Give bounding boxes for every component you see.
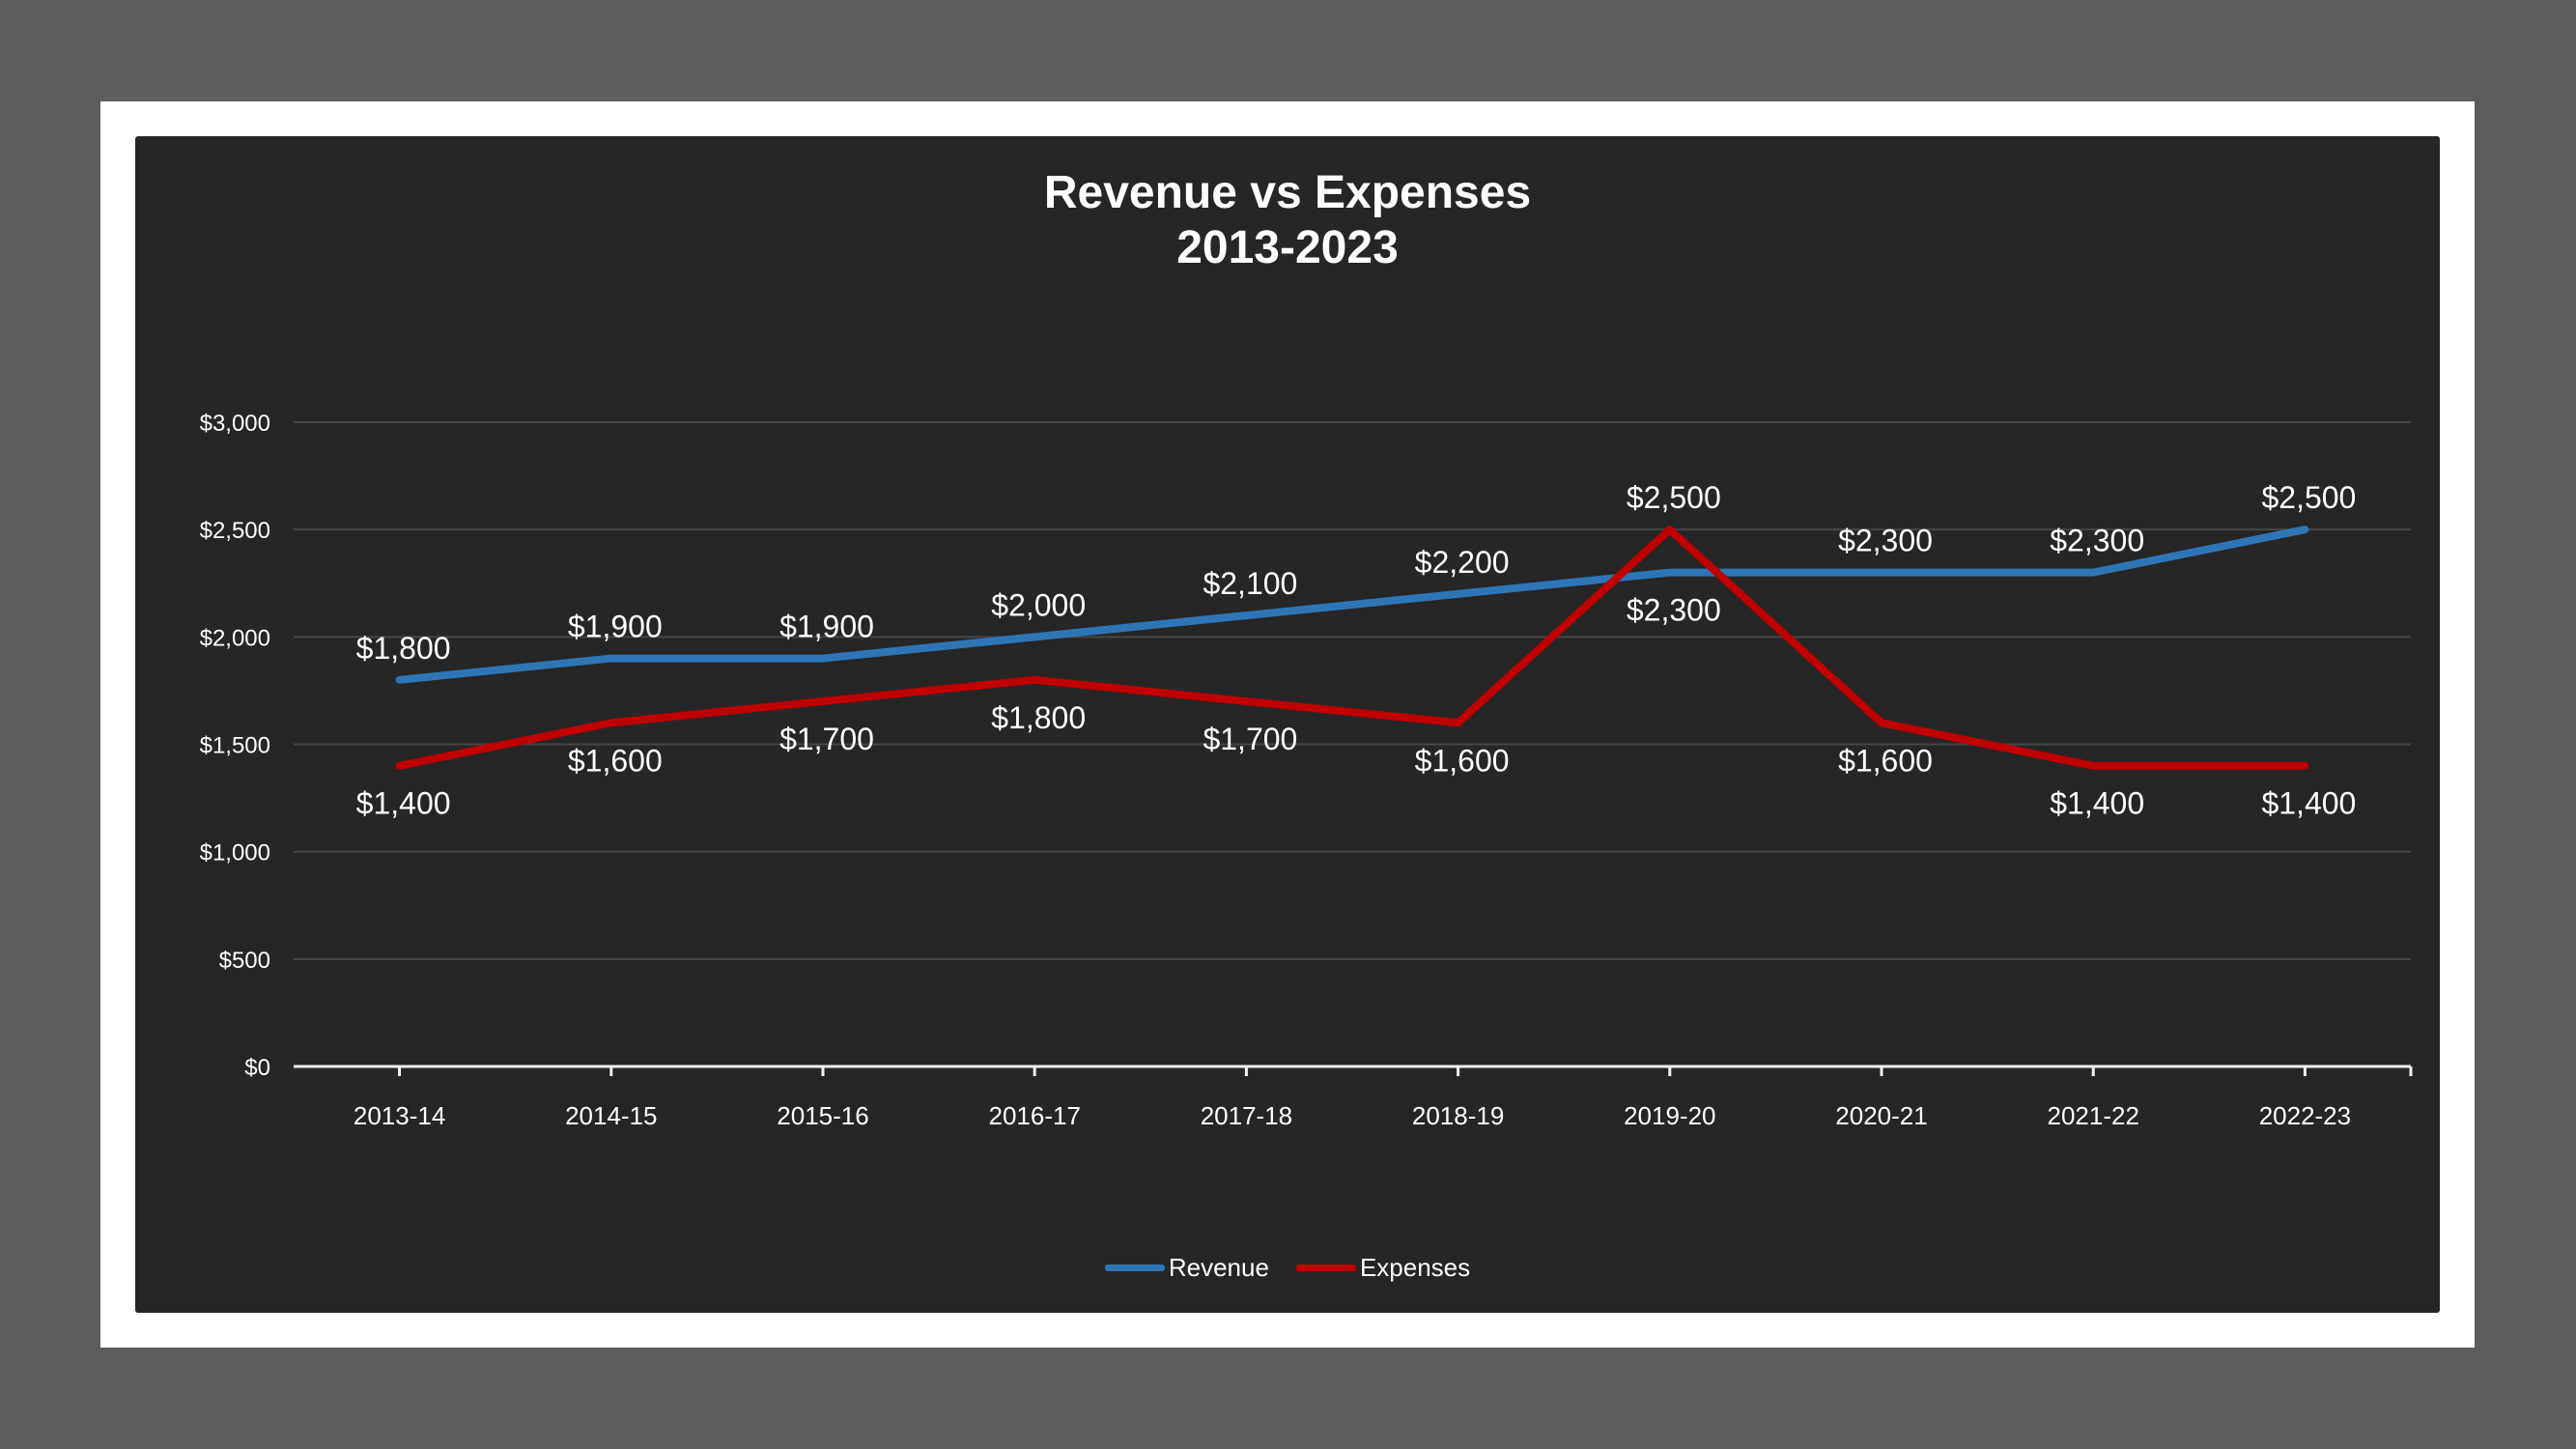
data-label-expenses: $1,700 bbox=[1203, 722, 1297, 756]
data-label-expenses: $1,400 bbox=[2261, 786, 2356, 821]
data-label-revenue: $1,800 bbox=[356, 631, 451, 666]
legend-swatch-revenue bbox=[1104, 1264, 1165, 1271]
y-tick-label: $3,000 bbox=[200, 411, 270, 437]
data-label-revenue: $2,300 bbox=[1627, 593, 1721, 628]
legend-label-revenue: Revenue bbox=[1168, 1253, 1269, 1282]
data-label-revenue: $1,900 bbox=[568, 610, 663, 644]
data-label-revenue: $2,000 bbox=[991, 587, 1086, 622]
y-tick-label: $0 bbox=[244, 1055, 270, 1081]
y-tick-label: $500 bbox=[219, 948, 270, 974]
data-label-expenses: $1,700 bbox=[779, 722, 874, 756]
series-line-revenue bbox=[395, 526, 2309, 684]
x-tick-label: 2016-17 bbox=[988, 1101, 1080, 1130]
x-tick-label: 2021-22 bbox=[2047, 1101, 2138, 1130]
y-tick-label: $2,500 bbox=[200, 518, 270, 544]
data-label-expenses: $1,600 bbox=[568, 743, 663, 778]
chart-title: Revenue vs Expenses 2013-2023 bbox=[135, 165, 2440, 275]
data-label-expenses: $1,600 bbox=[1415, 743, 1510, 778]
data-label-revenue: $1,900 bbox=[779, 610, 874, 644]
y-tick-label: $2,000 bbox=[200, 625, 270, 651]
y-tick-label: $1,000 bbox=[200, 840, 270, 867]
line-chart: $0 $500 $1,000 $1,500 $2,000 $2,500 $3,000 2013… bbox=[200, 411, 2413, 1130]
series-line-expenses bbox=[395, 526, 2309, 770]
x-tick-label: 2019-20 bbox=[1624, 1101, 1715, 1130]
data-label-revenue: $2,200 bbox=[1415, 545, 1510, 580]
x-tick-label: 2018-19 bbox=[1412, 1101, 1504, 1130]
data-label-expenses: $1,800 bbox=[991, 700, 1086, 735]
data-label-expenses: $1,400 bbox=[2050, 786, 2144, 821]
legend-item-revenue: Revenue bbox=[1104, 1253, 1269, 1283]
data-label-expenses: $1,400 bbox=[356, 786, 451, 821]
chart-legend: Revenue Expenses bbox=[135, 1253, 2440, 1283]
chart-frame: Revenue vs Expenses 2013-2023 $0 $500 $1,0… bbox=[100, 101, 2475, 1348]
x-tick-label: 2017-18 bbox=[1201, 1101, 1292, 1130]
data-label-revenue: $2,300 bbox=[2050, 524, 2144, 558]
data-label-expenses: $2,500 bbox=[1627, 480, 1721, 515]
x-tick-label: 2022-23 bbox=[2259, 1101, 2351, 1130]
data-label-revenue: $2,300 bbox=[1838, 524, 1933, 558]
chart-area: Revenue vs Expenses 2013-2023 $0 $500 $1,0… bbox=[135, 136, 2440, 1313]
legend-label-expenses: Expenses bbox=[1359, 1253, 1471, 1282]
data-label-revenue: $2,100 bbox=[1203, 566, 1297, 601]
legend-swatch-expenses bbox=[1295, 1264, 1356, 1271]
x-tick-label: 2013-14 bbox=[354, 1101, 445, 1130]
legend-item-expenses: Expenses bbox=[1295, 1253, 1471, 1283]
chart-title-line-2: 2013-2023 bbox=[1176, 222, 1399, 273]
data-label-revenue: $2,500 bbox=[2261, 480, 2356, 515]
data-label-expenses: $1,600 bbox=[1838, 743, 1933, 778]
x-tick-label: 2020-21 bbox=[1835, 1101, 1927, 1130]
chart-title-line-1: Revenue vs Expenses bbox=[1043, 167, 1532, 218]
x-tick-label: 2014-15 bbox=[565, 1101, 657, 1130]
x-tick-label: 2015-16 bbox=[777, 1101, 868, 1130]
y-tick-label: $1,500 bbox=[200, 733, 270, 759]
